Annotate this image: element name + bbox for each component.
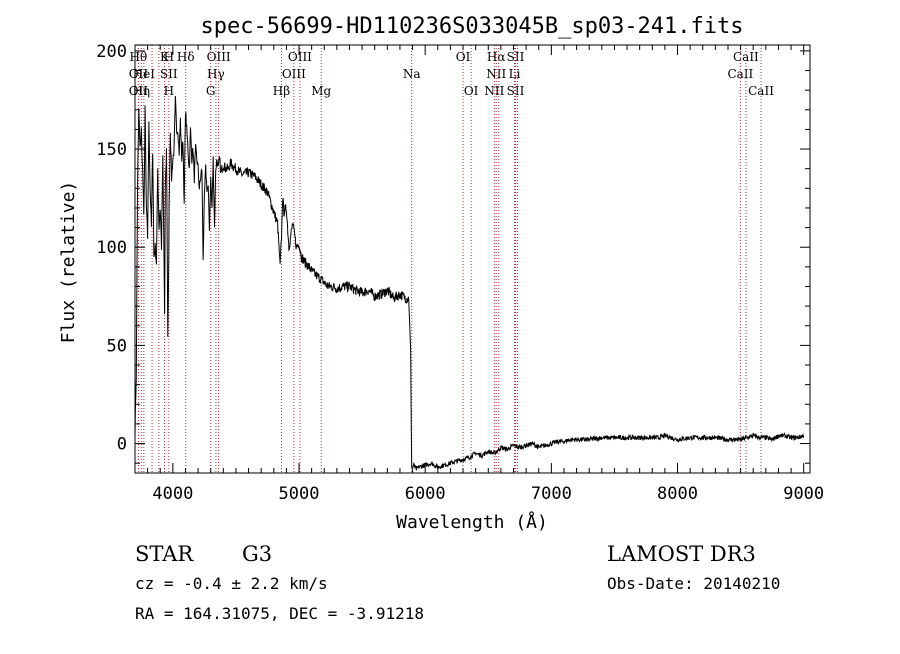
line-marker-label: Li bbox=[509, 67, 521, 81]
line-marker-label: G bbox=[206, 84, 216, 98]
x-tick-label: 7000 bbox=[531, 484, 572, 504]
line-marker-label: NII bbox=[486, 67, 506, 81]
line-marker-label: K bbox=[160, 50, 170, 64]
line-marker-label: H bbox=[164, 50, 174, 64]
line-marker-label: CaII bbox=[733, 50, 759, 64]
flux-series-line bbox=[134, 95, 805, 471]
line-marker-label: Hη bbox=[132, 84, 150, 98]
line-marker-label: H bbox=[164, 84, 174, 98]
line-marker-label: CaII bbox=[727, 67, 753, 81]
line-marker-label: Hγ bbox=[207, 67, 225, 81]
y-axis: 0 50 100 150 200 bbox=[96, 42, 810, 464]
line-marker-label: OIII bbox=[288, 50, 312, 64]
line-markers: HθOIIOIIHηHeIKHSIIHHδGHγOIIIHβOIIIOIIIMg… bbox=[129, 45, 774, 473]
line-marker-label: SII bbox=[507, 84, 525, 98]
survey-name: LAMOST DR3 bbox=[607, 542, 756, 566]
line-marker-label: SII bbox=[160, 67, 178, 81]
y-tick-label: 100 bbox=[96, 238, 127, 258]
line-marker-label: OI bbox=[464, 84, 479, 98]
x-tick-label: 9000 bbox=[783, 484, 824, 504]
obs-date: Obs-Date: 20140210 bbox=[607, 574, 780, 593]
plot-layer bbox=[134, 95, 805, 471]
line-marker-label: Hα bbox=[487, 50, 506, 64]
y-axis-label: Flux (relative) bbox=[58, 181, 79, 344]
line-marker-label: OIII bbox=[207, 50, 231, 64]
x-tick-label: 8000 bbox=[657, 484, 698, 504]
line-marker-label: Hβ bbox=[273, 84, 290, 98]
line-marker-label: OIII bbox=[282, 67, 306, 81]
chart-title: spec-56699-HD110236S033045B_sp03-241.fit… bbox=[200, 14, 743, 39]
coordinates-text: RA = 164.31075, DEC = -3.91218 bbox=[135, 604, 424, 623]
y-tick-label: 50 bbox=[107, 336, 127, 356]
redshift-text: cz = -0.4 ± 2.2 km/s bbox=[135, 574, 328, 593]
x-tick-label: 5000 bbox=[279, 484, 320, 504]
line-marker-label: OII bbox=[129, 67, 149, 81]
object-subclass: G3 bbox=[242, 542, 272, 566]
line-marker-label: CaII bbox=[748, 84, 774, 98]
line-marker-label: SII bbox=[507, 50, 525, 64]
x-axis-label: Wavelength (Å) bbox=[396, 511, 548, 533]
y-tick-label: 150 bbox=[96, 140, 127, 160]
plot-frame bbox=[134, 44, 811, 474]
line-marker-label: NII bbox=[484, 84, 504, 98]
line-marker-label: Mg bbox=[311, 84, 331, 98]
x-tick-label: 4000 bbox=[152, 484, 193, 504]
object-class: STAR bbox=[135, 542, 194, 566]
y-tick-label: 0 bbox=[117, 435, 127, 455]
line-marker-label: Hδ bbox=[177, 50, 195, 64]
x-axis: 4000 5000 6000 7000 8000 9000 bbox=[147, 45, 824, 504]
x-tick-label: 6000 bbox=[405, 484, 446, 504]
y-tick-label: 200 bbox=[96, 42, 127, 62]
line-marker-label: Na bbox=[403, 67, 421, 81]
line-marker-label: Hθ bbox=[130, 50, 148, 64]
line-marker-label: OI bbox=[456, 50, 471, 64]
